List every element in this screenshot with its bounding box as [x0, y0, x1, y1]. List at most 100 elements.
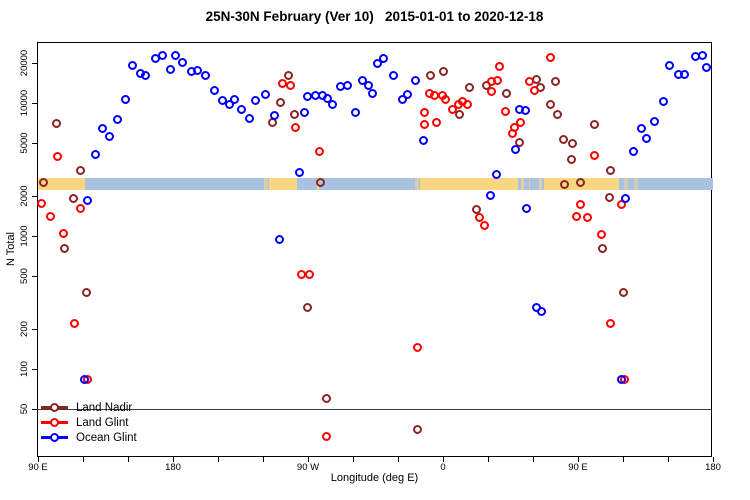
- ocean-glint-point: [398, 94, 407, 104]
- map-strip-island: [633, 178, 638, 190]
- x-axis-tick: [487, 457, 489, 462]
- map-strip-land: [269, 178, 298, 190]
- x-axis-tick: [172, 457, 174, 462]
- x-axis-tick-label: 90 E: [568, 462, 588, 473]
- y-axis-title: N Total: [5, 231, 17, 267]
- land-glint-marker-icon: [41, 417, 68, 428]
- land-nadir-point: [560, 180, 569, 190]
- legend-label: Ocean Glint: [76, 431, 137, 444]
- land-nadir-point: [60, 243, 69, 253]
- legend-label: Land Nadir: [76, 401, 133, 414]
- x-axis-tick: [622, 457, 624, 462]
- ocean-glint-point: [665, 60, 674, 70]
- ocean-glint-point: [637, 123, 646, 133]
- ocean-glint-point: [157, 50, 167, 60]
- ocean-glint-point: [511, 145, 520, 155]
- ocean-glint-point: [659, 96, 668, 106]
- land-nadir-point: [413, 424, 422, 434]
- land-glint-point: [546, 52, 555, 62]
- ocean-glint-marker-icon: [41, 432, 68, 443]
- ocean-glint-point: [171, 50, 180, 60]
- ocean-glint-point: [91, 149, 101, 159]
- land-glint-point: [572, 212, 581, 221]
- x-axis-title: Longitude (deg E): [330, 472, 419, 484]
- map-strip-ocean: [518, 178, 544, 190]
- ocean-glint-point: [373, 58, 382, 68]
- land-glint-point: [432, 117, 441, 127]
- land-glint-point: [530, 85, 539, 95]
- ocean-glint-point: [82, 195, 92, 205]
- land-glint-point: [286, 80, 295, 90]
- map-strip-ocean: [618, 178, 713, 190]
- ocean-glint-point: [193, 66, 203, 75]
- land-glint-point: [495, 61, 504, 71]
- land-glint-point: [59, 228, 68, 238]
- plot-area: Land Nadir Land Glint Ocean Glint 90 E 18…: [19, 42, 721, 473]
- land-glint-point: [76, 203, 85, 213]
- map-strip-island: [414, 178, 419, 190]
- land-glint-point: [305, 269, 314, 279]
- land-nadir-point: [515, 138, 524, 147]
- land-glint-point: [510, 122, 519, 132]
- land-nadir-point: [303, 302, 312, 312]
- y-axis-tick: [32, 275, 37, 277]
- ocean-glint-point: [300, 108, 309, 118]
- land-glint-point: [463, 100, 472, 110]
- land-glint-point: [315, 146, 324, 156]
- ocean-glint-point: [486, 191, 495, 200]
- land-glint-point: [525, 76, 534, 86]
- land-nadir-point: [69, 193, 78, 203]
- land-glint-point: [583, 212, 592, 222]
- x-axis-tick: [397, 457, 399, 462]
- ocean-glint-point: [225, 99, 234, 109]
- ocean-glint-point: [166, 64, 176, 74]
- map-strip-island: [539, 178, 542, 190]
- x-axis-tick: [442, 457, 444, 462]
- y-axis-tick-label: 200: [19, 321, 30, 337]
- y-axis-tick: [32, 408, 37, 410]
- x-axis-tick: [37, 457, 39, 462]
- y-axis-tick: [32, 102, 37, 104]
- ocean-glint-point: [141, 70, 150, 80]
- ocean-glint-point: [112, 114, 122, 124]
- legend-item-ocean-glint: Ocean Glint: [41, 430, 137, 445]
- x-axis-tick: [532, 457, 534, 462]
- ocean-glint-point: [403, 89, 412, 99]
- y-axis-tick: [32, 62, 37, 64]
- map-strip-island: [528, 178, 531, 190]
- x-axis-tick-label: 0: [440, 462, 446, 473]
- x-axis-tick: [127, 457, 129, 462]
- map-strip-island: [264, 178, 269, 190]
- land-glint-point: [70, 319, 79, 328]
- land-glint-point: [516, 117, 525, 127]
- x-axis-tick: [352, 457, 354, 462]
- land-nadir-point: [568, 139, 577, 149]
- land-nadir-point: [502, 88, 511, 98]
- y-axis-tick: [32, 142, 37, 144]
- legend: Land Nadir Land Glint Ocean Glint: [41, 400, 137, 445]
- legend-label: Land Glint: [76, 416, 129, 429]
- land-glint-point: [53, 152, 62, 162]
- ocean-glint-point: [230, 94, 239, 104]
- y-axis-tick: [32, 235, 37, 237]
- land-glint-point: [501, 106, 510, 116]
- land-nadir-point: [576, 178, 585, 188]
- land-nadir-point: [598, 243, 607, 253]
- ocean-glint-point: [251, 95, 260, 105]
- land-nadir-point: [606, 165, 615, 175]
- ocean-glint-point: [411, 75, 420, 85]
- land-nadir-point: [455, 110, 464, 120]
- x-axis-tick: [262, 457, 264, 462]
- land-nadir-point: [52, 118, 61, 128]
- y-axis-tick-label: 20000: [19, 49, 30, 77]
- x-axis-tick: [82, 457, 84, 462]
- land-glint-point: [46, 212, 55, 221]
- ocean-glint-point: [702, 63, 711, 73]
- x-axis-tick-label: 90 E: [28, 462, 48, 473]
- ocean-glint-point: [351, 108, 360, 118]
- land-glint-point: [37, 199, 47, 208]
- x-axis-tick-label: 180: [705, 462, 721, 473]
- x-axis-tick: [307, 457, 309, 462]
- ocean-glint-point: [270, 110, 279, 120]
